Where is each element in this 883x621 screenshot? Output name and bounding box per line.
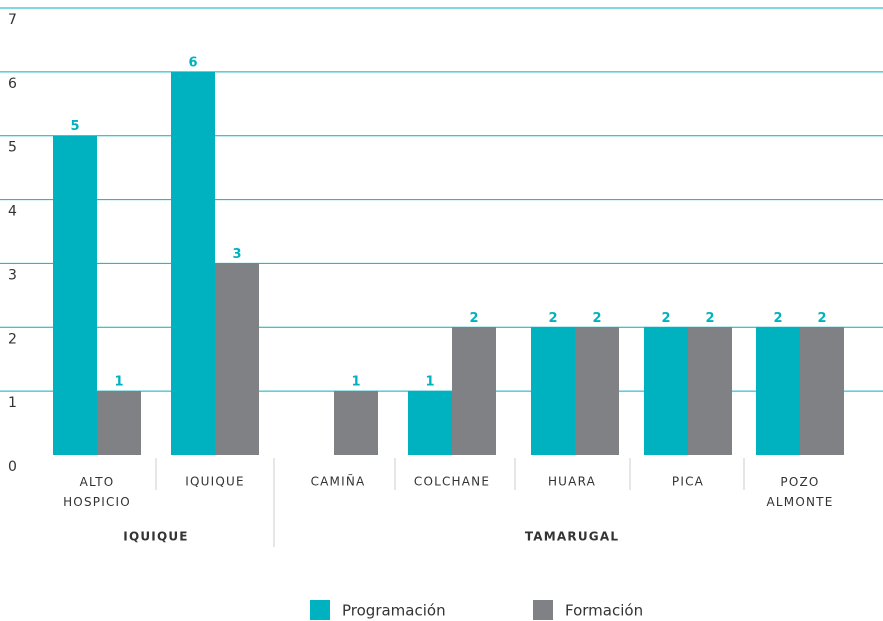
y-tick-label: 6 [8, 76, 17, 92]
bar [53, 135, 97, 455]
y-tick-label: 4 [8, 204, 17, 220]
y-tick-label: 3 [8, 267, 17, 283]
value-label: 6 [188, 55, 197, 70]
group-label: TAMARUGAL [525, 530, 619, 544]
value-label: 5 [70, 119, 79, 134]
legend-label: Programación [342, 602, 446, 620]
bar [688, 327, 732, 455]
value-label: 2 [469, 311, 478, 326]
bar [644, 327, 688, 455]
bar [334, 391, 378, 455]
x-tick-label: PICA [672, 475, 704, 489]
bar [575, 327, 619, 455]
x-tick-label: COLCHANE [414, 475, 490, 489]
x-tick-label: IQUIQUE [185, 475, 245, 489]
x-tick-label: ALTO HOSPICIO [63, 475, 131, 509]
value-label: 2 [773, 311, 782, 326]
y-tick-label: 1 [8, 395, 17, 411]
value-label: 2 [548, 311, 557, 326]
x-tick-label: HUARA [548, 475, 596, 489]
legend-swatch [533, 600, 553, 620]
bar [171, 71, 215, 455]
y-tick-label: 7 [8, 12, 17, 28]
value-label: 2 [592, 311, 601, 326]
y-tick-label: 0 [8, 459, 17, 475]
x-tick-label: CAMIÑA [311, 474, 366, 489]
value-label: 2 [661, 311, 670, 326]
value-label: 1 [351, 375, 360, 390]
value-label: 2 [705, 311, 714, 326]
bar [97, 391, 141, 455]
bar [408, 391, 452, 455]
bar [215, 263, 259, 455]
legend-label: Formación [565, 602, 643, 620]
bar [452, 327, 496, 455]
value-label: 3 [232, 247, 241, 262]
group-label: IQUIQUE [123, 530, 188, 544]
y-tick-label: 5 [8, 140, 17, 156]
value-label: 1 [425, 375, 434, 390]
legend-swatch [310, 600, 330, 620]
bar [800, 327, 844, 455]
y-tick-label: 2 [8, 331, 17, 347]
value-label: 2 [817, 311, 826, 326]
bar [756, 327, 800, 455]
value-label: 1 [114, 375, 123, 390]
bar [531, 327, 575, 455]
x-tick-label: POZO ALMONTE [767, 475, 834, 509]
